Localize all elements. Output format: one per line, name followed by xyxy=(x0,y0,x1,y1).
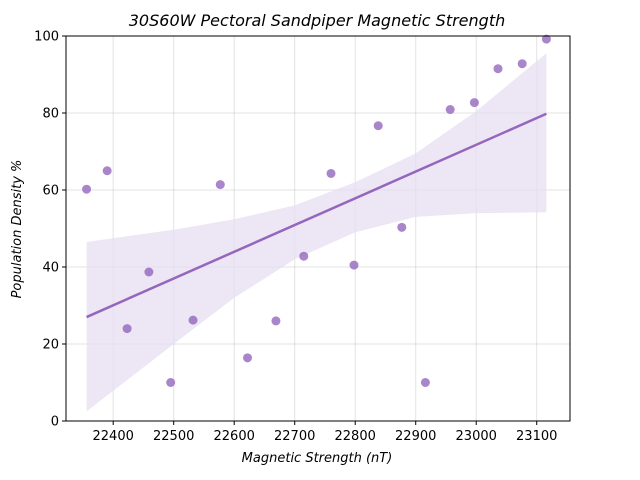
data-point xyxy=(271,316,281,326)
regression-line xyxy=(86,112,547,319)
chart-title: 30S60W Pectoral Sandpiper Magnetic Stren… xyxy=(129,11,505,30)
data-point xyxy=(541,34,551,44)
y-tick-label: 100 xyxy=(34,30,59,45)
data-point xyxy=(397,222,407,232)
x-axis-label: Magnetic Strength (nT) xyxy=(242,451,393,466)
data-point xyxy=(373,121,383,131)
data-point xyxy=(122,324,132,334)
y-tick-label: 40 xyxy=(42,261,59,276)
data-point xyxy=(188,315,198,325)
y-tick-label: 60 xyxy=(42,184,59,199)
data-point xyxy=(517,59,527,69)
x-tick-label: 23100 xyxy=(516,429,557,444)
data-point xyxy=(102,166,112,176)
confidence-band xyxy=(86,53,547,412)
data-point xyxy=(243,353,253,363)
x-tick-label: 22800 xyxy=(335,429,376,444)
x-tick-label: 22500 xyxy=(153,429,194,444)
data-point xyxy=(299,251,309,261)
y-axis-label: Population Density % xyxy=(10,160,25,299)
x-axis-ticks: 22400 22500 22600 22700 22800 22900 23000 23100 xyxy=(93,421,557,444)
data-points xyxy=(82,34,551,387)
y-axis-ticks: 0 20 40 60 80 100 xyxy=(34,30,66,430)
data-point xyxy=(349,260,359,270)
y-tick-label: 80 xyxy=(42,107,59,122)
x-tick-label: 22600 xyxy=(214,429,255,444)
data-point xyxy=(420,378,430,387)
data-point xyxy=(144,267,154,277)
data-point xyxy=(326,168,336,178)
x-tick-label: 22400 xyxy=(93,429,134,444)
x-tick-label: 23000 xyxy=(456,429,497,444)
data-point xyxy=(469,98,479,108)
x-tick-label: 22700 xyxy=(274,429,315,444)
data-point xyxy=(82,184,92,194)
data-point xyxy=(493,64,503,74)
y-tick-label: 0 xyxy=(51,415,59,430)
x-tick-label: 22900 xyxy=(395,429,436,444)
data-point xyxy=(445,105,455,115)
plot-frame xyxy=(65,35,571,422)
y-tick-label: 20 xyxy=(42,338,59,353)
data-point xyxy=(166,378,176,387)
data-point xyxy=(215,180,225,190)
